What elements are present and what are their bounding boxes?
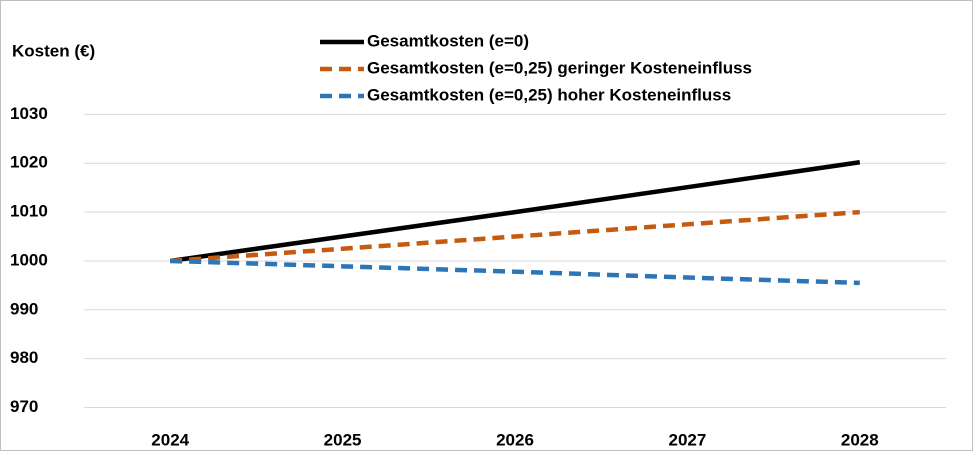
line-series: [169, 160, 861, 264]
y-axis-label: Kosten (€): [12, 41, 95, 60]
legend-label: Gesamtkosten (e=0,25) geringer Kostenein…: [367, 58, 752, 77]
y-tick-label: 1030: [10, 104, 48, 123]
line-series: [170, 209, 860, 264]
y-tick-label: 1020: [10, 153, 48, 172]
x-tick-label: 2024: [151, 430, 189, 449]
y-tick-label: 990: [10, 299, 38, 318]
x-tick-label: 2025: [324, 430, 362, 449]
x-tick-label: 2028: [841, 430, 879, 449]
x-tick-label: 2026: [496, 430, 534, 449]
x-tick-label: 2027: [668, 430, 706, 449]
y-tick-label: 1000: [10, 250, 48, 269]
line-series: [170, 258, 860, 286]
legend-label: Gesamtkosten (e=0): [367, 31, 529, 50]
legend-label: Gesamtkosten (e=0,25) hoher Kosteneinflu…: [367, 85, 731, 104]
y-tick-label: 970: [10, 397, 38, 416]
y-tick-label: 1010: [10, 202, 48, 221]
y-tick-label: 980: [10, 348, 38, 367]
